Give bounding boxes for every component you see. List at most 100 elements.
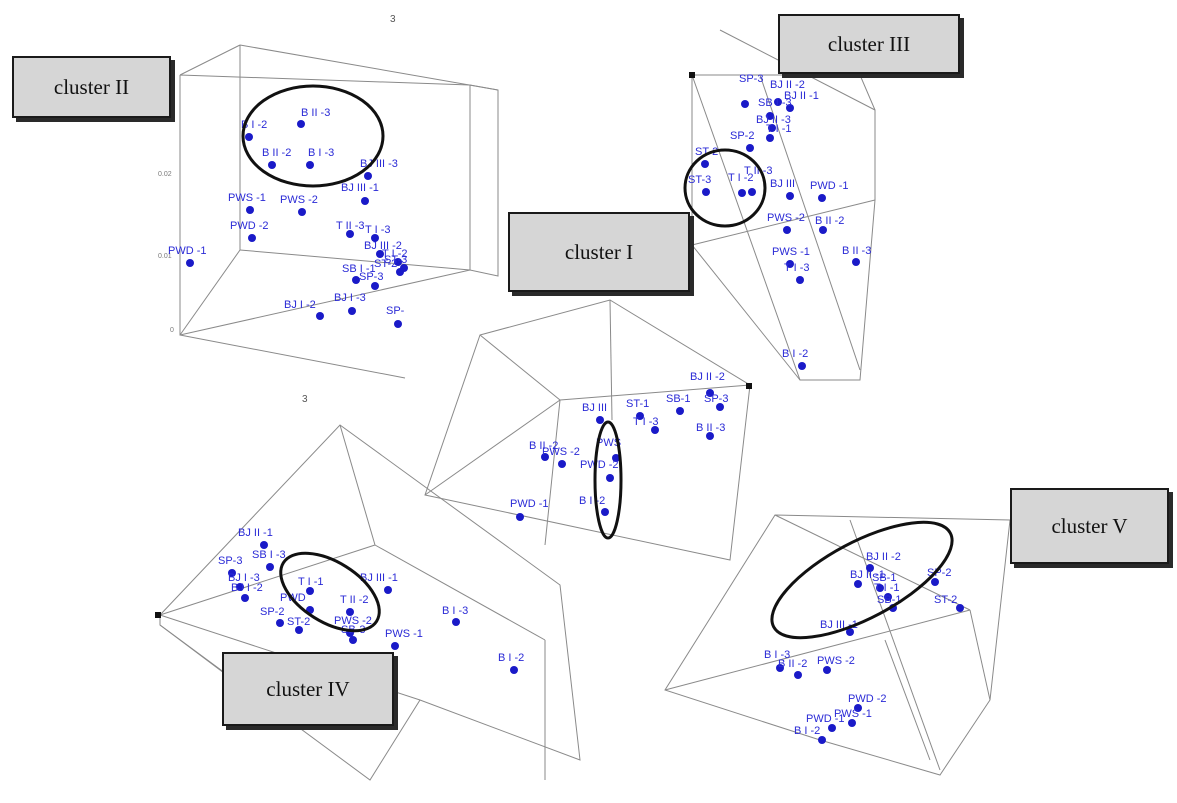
point-label: T I -1 (298, 576, 323, 588)
point-label: B I -3 (442, 605, 468, 617)
data-point (786, 104, 794, 112)
data-point (884, 593, 892, 601)
frame-edge (664, 609, 971, 691)
data-point (306, 587, 314, 595)
point-label: ST-1 (626, 398, 649, 410)
data-point (371, 234, 379, 242)
point-label: BJ III (770, 178, 795, 190)
corner-marker (155, 612, 161, 618)
cluster-iv-label: cluster IV (222, 652, 394, 726)
point-label: T I -2 (728, 172, 753, 184)
point-label: PWS -1 (228, 192, 266, 204)
data-point (297, 120, 305, 128)
point-label: SB-1 (666, 393, 690, 405)
axis-number: 3 (390, 14, 396, 25)
point-label: B II -2 (778, 658, 807, 670)
data-point (783, 226, 791, 234)
point-label: PWD -2 (580, 459, 619, 471)
z-tick: 0 (170, 327, 174, 334)
point-label: B II -3 (696, 422, 725, 434)
data-point (186, 259, 194, 267)
corner-marker (689, 72, 695, 78)
data-point (298, 208, 306, 216)
point-label: B I -3 (308, 147, 334, 159)
data-point (818, 194, 826, 202)
point-label: BJ III -1 (360, 572, 398, 584)
point-label: BJ III -1 (341, 182, 379, 194)
point-label: PWS -2 (817, 655, 855, 667)
data-point (306, 161, 314, 169)
panel-top-right: SP-3 BJ II -2BJ II -1SB I -3BJ II -3SP-2T… (683, 29, 876, 381)
point-label: SP-2 (730, 130, 754, 142)
data-point (746, 144, 754, 152)
panel-frame (159, 424, 581, 781)
panel-center: BJ II -2 SP-3 BJ III ST-1 SB-1 T I -3 B II -3 B… (424, 299, 752, 561)
data-point (741, 100, 749, 108)
axis-number: 3 (302, 394, 308, 405)
point-label: PWS -2 (334, 615, 372, 627)
data-point (295, 626, 303, 634)
frame-edge (609, 299, 613, 421)
point-label: ST-2 (934, 594, 957, 606)
panel-top-left: 3 3 0.02 0.01 0 B II -3 B I -2 B II -2 B I … (158, 14, 499, 405)
point-label: SP-2 (260, 606, 284, 618)
point-label: T I -3 (365, 224, 390, 236)
data-point (510, 666, 518, 674)
data-point (346, 608, 354, 616)
point-label: PWS -1 (385, 628, 423, 640)
data-point (651, 426, 659, 434)
frame-edge (239, 44, 499, 91)
point-label: BJ I -3 (334, 292, 366, 304)
data-point (241, 594, 249, 602)
data-point (706, 389, 714, 397)
data-point (766, 112, 774, 120)
point-label: B I -2 (794, 725, 820, 737)
data-point (558, 460, 566, 468)
point-label: SP- (386, 305, 405, 317)
data-point (276, 619, 284, 627)
data-point (606, 474, 614, 482)
corner-marker (746, 383, 752, 389)
point-label: PWD -1 (510, 498, 549, 510)
points-panel-center: BJ II -2 SP-3 BJ III ST-1 SB-1 T I -3 B II -3 B… (510, 371, 728, 521)
data-point (245, 133, 253, 141)
point-label: BJ II -2 (690, 371, 725, 383)
data-point (612, 454, 620, 462)
frame-edge (849, 519, 941, 771)
point-label: B II -2 (262, 147, 291, 159)
point-label: BJ I -3 (228, 572, 260, 584)
data-point (348, 307, 356, 315)
point-label: PWD -1 (806, 713, 845, 725)
point-label: T I -1 (874, 582, 899, 594)
data-point (596, 416, 604, 424)
point-label: SB I -1 (342, 263, 376, 275)
point-label: B I -2 (579, 495, 605, 507)
point-label: T II -2 (340, 594, 369, 606)
data-point (852, 258, 860, 266)
data-point (823, 666, 831, 674)
point-label: BJ I -2 (284, 299, 316, 311)
point-label: T II -3 (336, 220, 365, 232)
cluster-i-ellipse (593, 420, 623, 540)
data-point (846, 628, 854, 636)
point-label: PWD -1 (810, 180, 849, 192)
points-panel-top-left: B II -3B I -2B II -2 B I -3BJ III -3BJ II… (168, 107, 408, 328)
point-label: PWS (596, 437, 621, 449)
data-point (246, 206, 254, 214)
data-point (349, 636, 357, 644)
frame-edge (559, 384, 751, 401)
data-point (364, 172, 372, 180)
frame-edge (424, 399, 561, 496)
point-label: BJ II -1 (784, 90, 819, 102)
data-point (738, 189, 746, 197)
frame-edge (759, 74, 861, 371)
point-label: PWD -2 (848, 693, 887, 705)
data-point (236, 583, 244, 591)
point-label: B II -2 (529, 440, 558, 452)
data-point (396, 268, 404, 276)
data-point (391, 642, 399, 650)
point-label: B I -2 (498, 652, 524, 664)
point-label: PWS -2 (767, 212, 805, 224)
data-point (636, 412, 644, 420)
data-point (768, 124, 776, 132)
